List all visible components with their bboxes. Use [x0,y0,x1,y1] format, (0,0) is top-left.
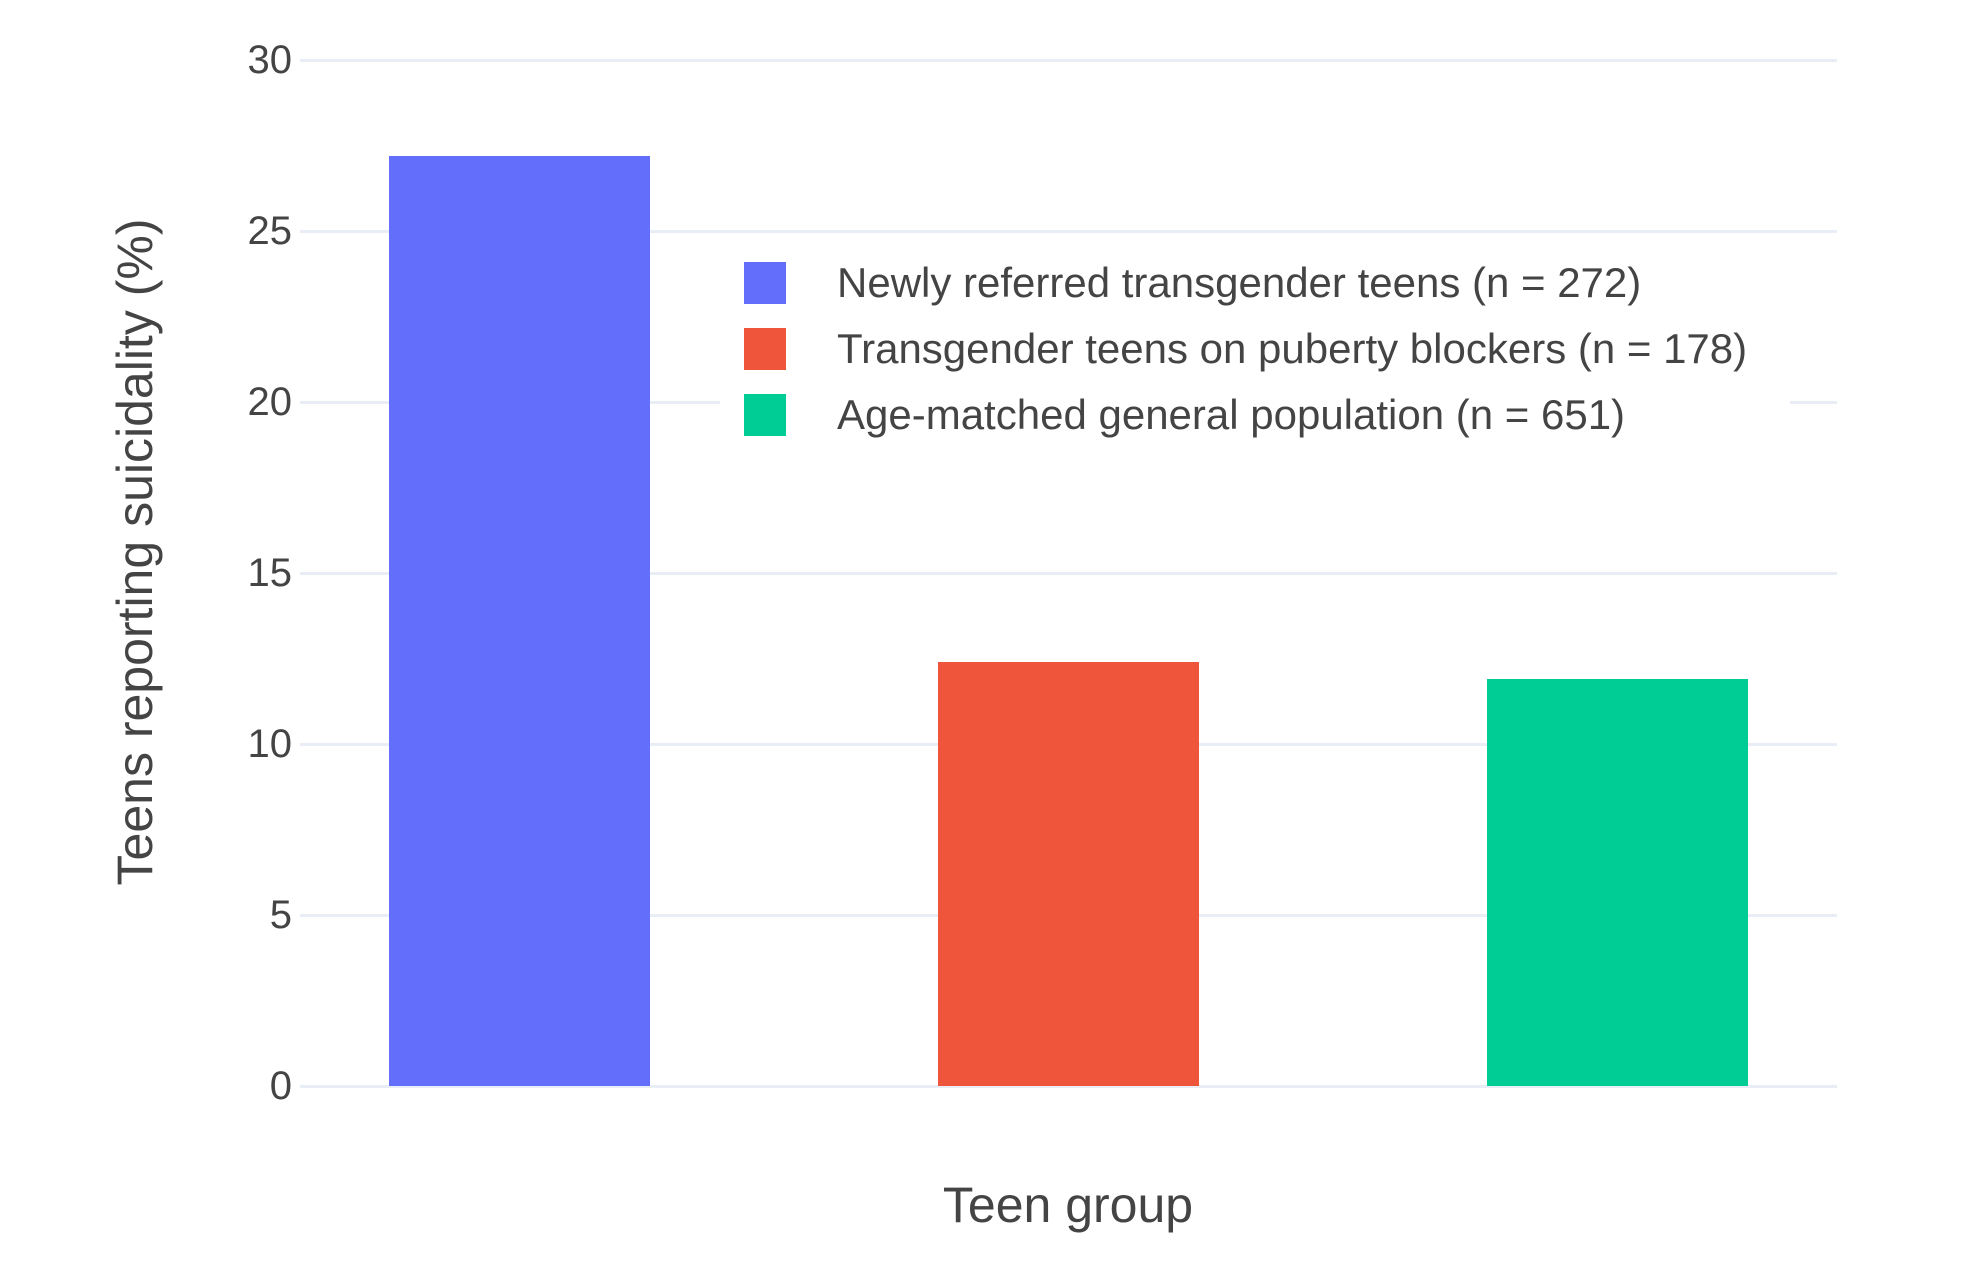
legend-item-label: Transgender teens on puberty blockers (n… [837,325,1748,372]
legend-item-1[interactable]: Transgender teens on puberty blockers (n… [744,316,1790,382]
bar [1487,679,1748,1086]
y-axis-title: Teens reporting suicidality (%) [107,218,163,886]
legend-swatch-icon [744,328,786,370]
legend-item-2[interactable]: Age-matched general population (n = 651) [744,382,1790,448]
legend: Newly referred transgender teens (n = 27… [720,250,1790,448]
legend-swatch-icon [744,394,786,436]
y-tick-label-30: 30 [247,38,293,82]
gridline-y-25 [300,230,1837,233]
bar [938,661,1199,1086]
legend-item-label: Age-matched general population (n = 651) [837,391,1626,438]
y-tick-label-20: 20 [247,380,293,424]
legend-item-label: Newly referred transgender teens (n = 27… [837,259,1642,306]
y-tick-label-15: 15 [247,551,293,595]
y-tick-label-10: 10 [247,722,293,766]
gridline-y-30 [300,59,1837,62]
legend-item-0[interactable]: Newly referred transgender teens (n = 27… [744,250,1790,316]
bar [388,155,650,1086]
gridline-y-0 [300,1085,1837,1088]
y-tick-label-0: 0 [269,1064,292,1108]
y-tick-label-25: 25 [247,209,293,253]
y-tick-label-5: 5 [269,893,292,937]
x-axis-title: Teen group [942,1177,1194,1233]
gridline-y-15 [300,572,1837,575]
legend-swatch-icon [744,262,786,304]
